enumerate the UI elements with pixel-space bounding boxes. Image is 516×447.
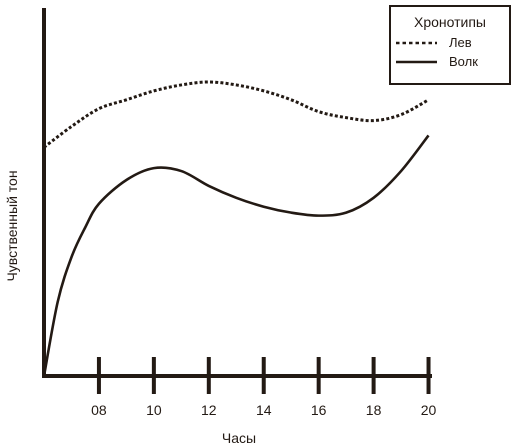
- x-tick-label: 12: [201, 402, 217, 418]
- legend-label-lev: Лев: [449, 35, 472, 50]
- legend-title: Хронотипы: [414, 14, 486, 30]
- axes: [42, 8, 432, 378]
- x-ticks: 08 10 12 14 16 18 20: [91, 357, 437, 418]
- series-line-lev: [43, 80, 430, 149]
- legend-label-volk: Волк: [449, 54, 478, 69]
- x-tick-label: 16: [311, 402, 327, 418]
- x-tick-label: 08: [91, 402, 107, 418]
- legend-box: [389, 5, 511, 85]
- x-tick-label: 10: [146, 402, 162, 418]
- x-axis-title: Часы: [222, 430, 256, 446]
- series-lines: [42, 80, 430, 377]
- x-tick-label: 20: [421, 402, 437, 418]
- x-tick-label: 18: [366, 402, 382, 418]
- x-tick-label: 14: [256, 402, 272, 418]
- legend: Хронотипы Лев Волк: [389, 5, 511, 85]
- series-line-volk: [42, 134, 430, 377]
- y-axis-title: Чувственный тон: [4, 170, 20, 281]
